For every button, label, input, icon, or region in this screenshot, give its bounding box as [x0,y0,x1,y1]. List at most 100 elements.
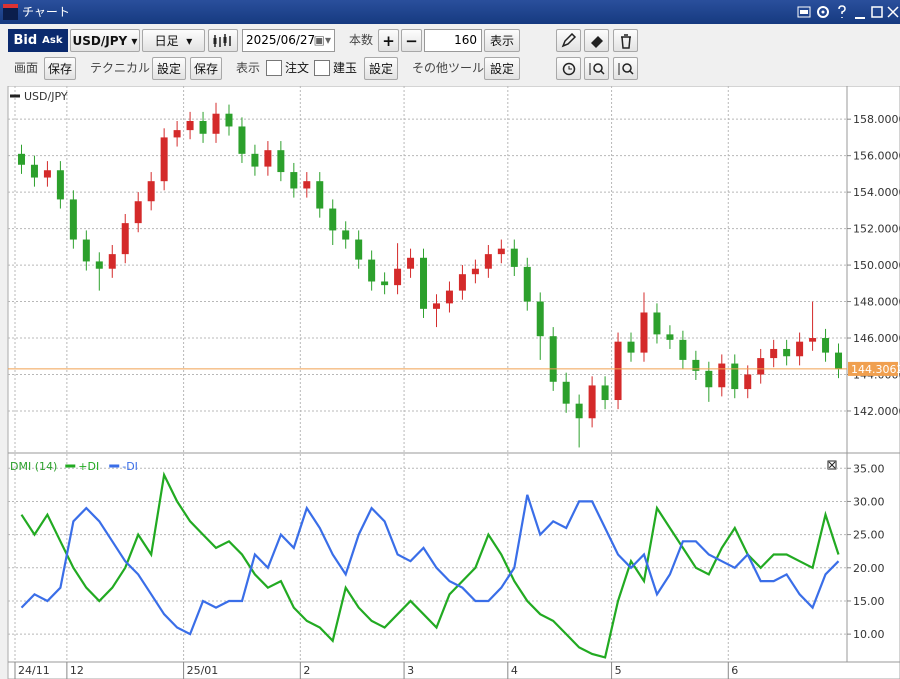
candle-body [575,403,583,419]
y-tick-label: 150.0000 [853,259,900,272]
plus-button[interactable]: + [378,29,399,52]
zoom-in-tool[interactable] [584,57,609,80]
display-setting-button[interactable]: 設定 [364,57,398,80]
zoom-out-tool[interactable] [613,57,638,80]
candle-body [17,153,25,165]
candle-body [316,181,324,209]
count-input[interactable]: 160 [424,29,482,52]
panel-title: DMI (14) [10,460,57,473]
window-controls[interactable] [796,3,900,21]
candle-body [95,261,103,269]
candle-body [653,312,661,335]
candle-body [809,338,817,342]
candle-body [329,208,337,231]
display-label: 表示 [236,61,261,75]
candle-body [108,254,116,269]
candle-body [445,290,453,304]
history-tool[interactable] [556,57,581,80]
candle-body [783,348,791,357]
candle-body [368,259,376,282]
y-tick-label: 158.0000 [853,113,900,126]
close-indicator-x [828,461,836,469]
candle-body [835,352,843,370]
candle-body [432,303,440,309]
bid-ask-toggle[interactable]: Bid Ask [8,29,68,52]
pen-tool[interactable] [556,29,581,52]
period-select[interactable]: 日足 ▾ [142,29,205,52]
candle-body [536,301,544,337]
candle-body [614,341,622,401]
candle-body [627,341,635,353]
x-tick-label: 4 [511,664,518,677]
chart-frame [7,86,900,679]
bid: Bid [13,33,38,48]
candle-body [82,239,90,262]
candle-body [121,223,129,255]
di-line [20,494,840,636]
candle-body [43,170,51,178]
candle-body [420,257,428,309]
candle-body [199,121,207,134]
candle-body [601,385,609,401]
position-label: 建玉 [333,61,358,75]
chart: 24/111225/0123456142.0000144.0000146.000… [7,86,900,679]
x-tick-label: 5 [615,664,622,677]
chart-type-select[interactable] [208,29,238,52]
x-tick-label: 3 [407,664,414,677]
technical-setting-button[interactable]: 設定 [152,57,186,80]
minus-button[interactable]: − [401,29,422,52]
date: 2025/06/27 [246,33,316,47]
candle-body [225,113,233,127]
candle-body [69,199,77,240]
show-button[interactable]: 表示 [484,29,520,52]
candle-body [523,266,531,302]
y-tick-label: 142.0000 [853,405,900,418]
candle-body [562,381,570,404]
candle-body [264,150,272,167]
other-setting-button[interactable]: 設定 [484,57,520,80]
title-bar: チャート [0,0,900,24]
candle-body [290,172,298,189]
period: 日足 [154,34,179,48]
app-icon [3,4,18,20]
ask: Ask [42,35,63,46]
candle-body [484,254,492,269]
candle-body [56,170,64,200]
x-tick-label: 25/01 [187,664,219,677]
order-checkbox[interactable] [266,60,282,76]
eraser-tool[interactable] [584,29,609,52]
last-price-label: 144.3062 [851,363,900,376]
y-tick-label: 20.00 [853,562,885,575]
di-line [20,471,840,659]
window-title: チャート [22,5,70,19]
candle-body [796,341,804,357]
delete-tool[interactable] [613,29,638,52]
pair-select[interactable]: USD/JPY ▾ [70,29,140,52]
candle-body [381,281,389,286]
date-input[interactable]: 2025/06/27 ▣▾ [242,29,335,52]
y-tick-label: 30.00 [853,495,885,508]
candle-body [679,339,687,360]
legend-label: -DI [122,460,138,473]
y-tick-label: 25.00 [853,529,885,542]
technical-save-button[interactable]: 保存 [190,57,222,80]
candle-body [303,181,311,189]
candle-body [549,336,557,382]
y-tick-label: 35.00 [853,462,885,475]
candle-body [510,248,518,267]
x-tick-label: 6 [731,664,738,677]
y-tick-label: 154.0000 [853,186,900,199]
candle-body [251,153,259,167]
position-checkbox[interactable] [314,60,330,76]
candle-body [705,370,713,388]
last-price-box [848,361,898,376]
screen-save-button[interactable]: 保存 [44,57,76,80]
legend-label: USD/JPY [24,90,68,103]
pair: USD/JPY [72,33,128,48]
candle-body [134,201,142,224]
y-tick-label: 152.0000 [853,223,900,236]
x-tick-label: 12 [70,664,84,677]
legend-label: +DI [78,460,99,473]
candle-body [588,385,596,419]
y-tick-label: 156.0000 [853,150,900,163]
